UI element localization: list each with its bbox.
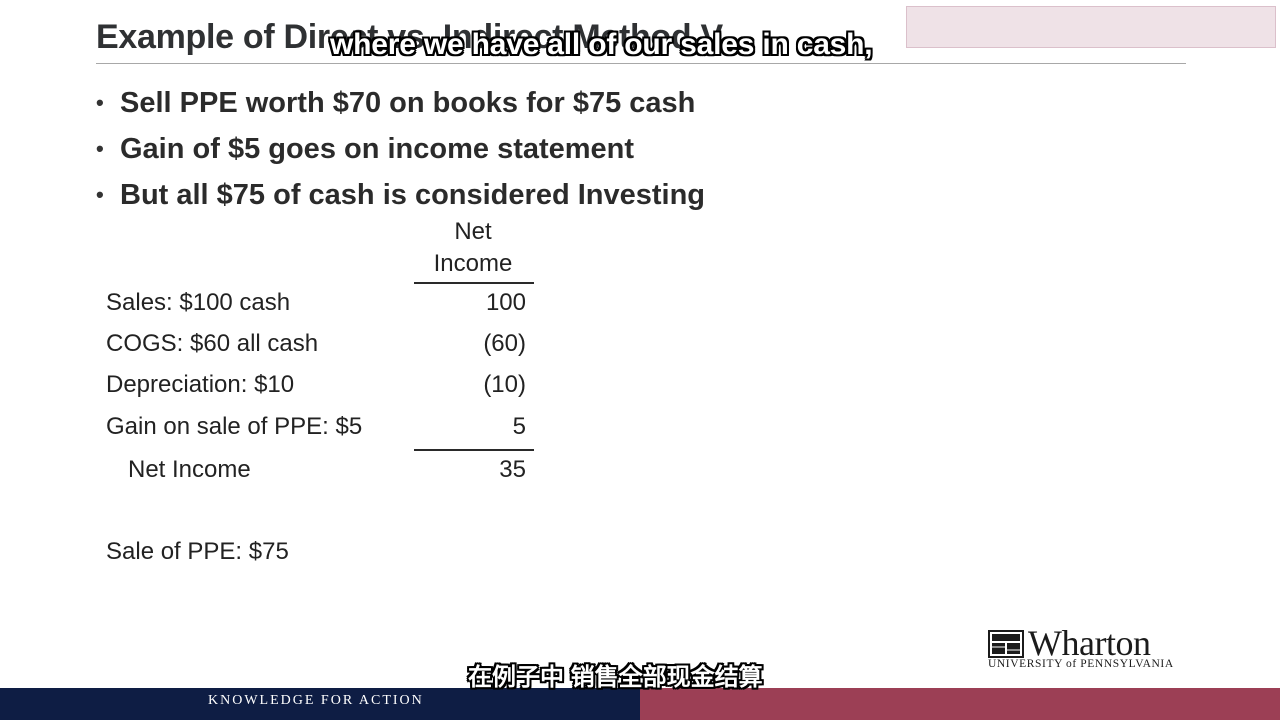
bullet-item: • Gain of $5 goes on income statement [96,126,705,172]
total-underline [414,449,534,451]
subtitle-english: where we have all of our sales in cash, [330,28,873,61]
row-value: 5 [512,413,526,440]
row-label: Depreciation: $10 [106,371,295,398]
slide-title: Example of Direct vs. Indirect Method V [96,18,723,56]
title-divider [96,63,1186,64]
bullet-text: Gain of $5 goes on income statement [120,132,635,165]
row-label: Sales: $100 cash [106,289,291,316]
row-label: Gain on sale of PPE: $5 [106,413,363,440]
bullet-list: • Sell PPE worth $70 on books for $75 ca… [96,80,705,218]
logo-subtitle: UNIVERSITY of PENNSYLVANIA [988,658,1174,670]
bullet-dot-icon: • [96,136,104,161]
footer-bar-right [640,688,1280,720]
subtitle-chinese: 在例子中 销售全部现金结算 [468,664,763,691]
logo-wordmark: Wharton [1028,623,1151,663]
bullet-dot-icon: • [96,90,104,115]
table-row: Sales: $100 cash 100 [106,289,526,321]
table-row: COGS: $60 all cash (60) [106,330,526,362]
total-value: 35 [499,456,526,483]
bullet-text: But all $75 of cash is considered Invest… [120,178,706,211]
column-header-line2: Income [433,250,513,277]
bullet-item: • Sell PPE worth $70 on books for $75 ca… [96,80,705,126]
row-value: (60) [483,330,526,357]
bullet-dot-icon: • [96,182,104,207]
bullet-text: Sell PPE worth $70 on books for $75 cash [120,86,696,119]
table-row: Gain on sale of PPE: $5 5 [106,413,526,445]
row-value: (10) [483,371,526,398]
footer-tagline: KNOWLEDGE FOR ACTION [208,693,424,708]
footer-bar-left [0,688,640,720]
row-value: 100 [485,289,526,316]
watermark-overlay [906,6,1276,48]
wharton-shield-icon [988,630,1024,658]
net-income-column-header: Net Income [412,216,534,280]
column-header-line1: Net [454,218,492,245]
table-row: Depreciation: $10 (10) [106,371,526,403]
wharton-logo: Wharton UNIVERSITY of PENNSYLVANIA [988,623,1198,672]
total-label: Net Income [128,456,251,483]
total-row: Net Income 35 [106,456,526,488]
sale-of-ppe-line: Sale of PPE: $75 [106,538,289,565]
row-label: COGS: $60 all cash [106,330,319,357]
bullet-item: • But all $75 of cash is considered Inve… [96,172,705,218]
header-underline [414,282,534,284]
